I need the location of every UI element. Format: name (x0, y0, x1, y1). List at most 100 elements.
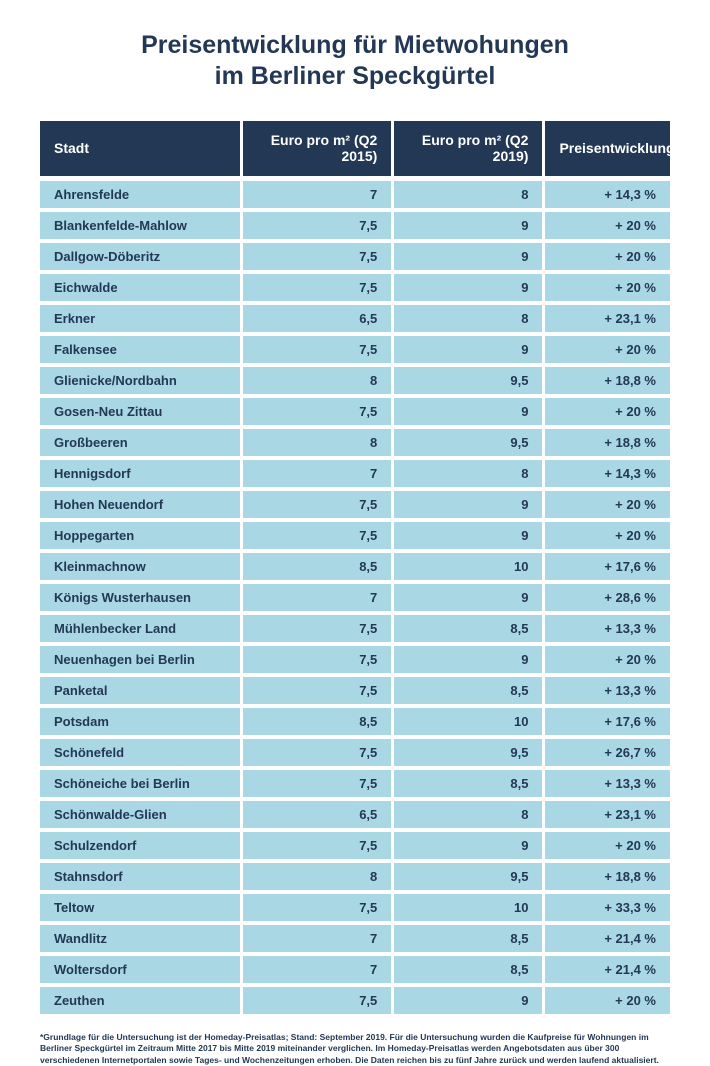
cell-city: Dallgow-Döberitz (40, 241, 242, 272)
cell-q2019: 9 (393, 334, 544, 365)
cell-q2015: 7,5 (242, 272, 393, 303)
table-row: Königs Wusterhausen79+ 28,6 % (40, 582, 670, 613)
cell-city: Blankenfelde-Mahlow (40, 210, 242, 241)
cell-change: + 21,4 % (544, 954, 670, 985)
cell-q2019: 10 (393, 892, 544, 923)
cell-q2015: 7,5 (242, 985, 393, 1016)
table-row: Hennigsdorf78+ 14,3 % (40, 458, 670, 489)
cell-q2015: 7,5 (242, 241, 393, 272)
cell-change: + 17,6 % (544, 706, 670, 737)
cell-q2019: 9 (393, 396, 544, 427)
table-row: Erkner6,58+ 23,1 % (40, 303, 670, 334)
table-row: Zeuthen7,59+ 20 % (40, 985, 670, 1016)
title-line-1: Preisentwicklung für Mietwohungen (141, 31, 569, 59)
table-row: Gosen-Neu Zittau7,59+ 20 % (40, 396, 670, 427)
table-row: Kleinmachnow8,510+ 17,6 % (40, 551, 670, 582)
cell-q2019: 9 (393, 272, 544, 303)
cell-q2019: 8,5 (393, 954, 544, 985)
cell-q2015: 7,5 (242, 675, 393, 706)
cell-city: Falkensee (40, 334, 242, 365)
cell-q2015: 6,5 (242, 799, 393, 830)
cell-city: Königs Wusterhausen (40, 582, 242, 613)
cell-city: Potsdam (40, 706, 242, 737)
cell-city: Schulzendorf (40, 830, 242, 861)
cell-q2019: 8 (393, 179, 544, 211)
cell-q2015: 7,5 (242, 334, 393, 365)
table-row: Potsdam8,510+ 17,6 % (40, 706, 670, 737)
col-q2019: Euro pro m² (Q2 2019) (393, 121, 544, 179)
cell-q2015: 7 (242, 954, 393, 985)
cell-change: + 28,6 % (544, 582, 670, 613)
cell-change: + 20 % (544, 520, 670, 551)
cell-city: Woltersdorf (40, 954, 242, 985)
table-row: Woltersdorf78,5+ 21,4 % (40, 954, 670, 985)
cell-city: Kleinmachnow (40, 551, 242, 582)
cell-q2015: 8 (242, 861, 393, 892)
cell-change: + 20 % (544, 241, 670, 272)
table-row: Blankenfelde-Mahlow7,59+ 20 % (40, 210, 670, 241)
cell-q2015: 7 (242, 458, 393, 489)
cell-change: + 13,3 % (544, 613, 670, 644)
cell-q2019: 9,5 (393, 365, 544, 396)
cell-q2019: 9 (393, 241, 544, 272)
cell-q2015: 7,5 (242, 644, 393, 675)
table-row: Wandlitz78,5+ 21,4 % (40, 923, 670, 954)
cell-q2015: 8 (242, 427, 393, 458)
table-row: Dallgow-Döberitz7,59+ 20 % (40, 241, 670, 272)
cell-change: + 20 % (544, 489, 670, 520)
cell-q2019: 10 (393, 551, 544, 582)
cell-q2015: 7 (242, 179, 393, 211)
table-row: Großbeeren89,5+ 18,8 % (40, 427, 670, 458)
cell-q2019: 8,5 (393, 923, 544, 954)
cell-change: + 23,1 % (544, 799, 670, 830)
cell-q2019: 8,5 (393, 613, 544, 644)
cell-q2015: 7,5 (242, 613, 393, 644)
cell-q2015: 7,5 (242, 892, 393, 923)
cell-city: Hohen Neuendorf (40, 489, 242, 520)
cell-change: + 33,3 % (544, 892, 670, 923)
cell-change: + 20 % (544, 985, 670, 1016)
price-table: Stadt Euro pro m² (Q2 2015) Euro pro m² … (40, 121, 670, 1019)
cell-q2015: 7,5 (242, 768, 393, 799)
cell-city: Mühlenbecker Land (40, 613, 242, 644)
cell-city: Teltow (40, 892, 242, 923)
table-row: Ahrensfelde78+ 14,3 % (40, 179, 670, 211)
cell-city: Schöneiche bei Berlin (40, 768, 242, 799)
cell-change: + 20 % (544, 830, 670, 861)
cell-q2019: 8 (393, 303, 544, 334)
cell-q2019: 9,5 (393, 737, 544, 768)
cell-city: Hoppegarten (40, 520, 242, 551)
cell-change: + 18,8 % (544, 861, 670, 892)
cell-q2015: 7 (242, 923, 393, 954)
cell-change: + 23,1 % (544, 303, 670, 334)
cell-change: + 13,3 % (544, 675, 670, 706)
cell-q2019: 9 (393, 985, 544, 1016)
cell-q2015: 7,5 (242, 737, 393, 768)
table-row: Glienicke/Nordbahn89,5+ 18,8 % (40, 365, 670, 396)
cell-city: Panketal (40, 675, 242, 706)
cell-q2019: 9 (393, 210, 544, 241)
cell-change: + 26,7 % (544, 737, 670, 768)
cell-city: Wandlitz (40, 923, 242, 954)
cell-q2019: 9 (393, 489, 544, 520)
table-body: Ahrensfelde78+ 14,3 %Blankenfelde-Mahlow… (40, 179, 670, 1017)
cell-city: Ahrensfelde (40, 179, 242, 211)
cell-change: + 20 % (544, 272, 670, 303)
cell-city: Gosen-Neu Zittau (40, 396, 242, 427)
col-city: Stadt (40, 121, 242, 179)
table-row: Falkensee7,59+ 20 % (40, 334, 670, 365)
cell-city: Erkner (40, 303, 242, 334)
cell-q2015: 6,5 (242, 303, 393, 334)
table-row: Schönefeld7,59,5+ 26,7 % (40, 737, 670, 768)
cell-q2015: 8 (242, 365, 393, 396)
cell-change: + 17,6 % (544, 551, 670, 582)
cell-city: Stahnsdorf (40, 861, 242, 892)
cell-change: + 18,8 % (544, 365, 670, 396)
cell-q2019: 9 (393, 582, 544, 613)
cell-q2015: 7,5 (242, 489, 393, 520)
table-row: Hoppegarten7,59+ 20 % (40, 520, 670, 551)
cell-q2019: 10 (393, 706, 544, 737)
col-change: Preisentwicklung (544, 121, 670, 179)
page-title: Preisentwicklung für Mietwohungen im Ber… (40, 30, 670, 93)
cell-q2019: 8 (393, 799, 544, 830)
